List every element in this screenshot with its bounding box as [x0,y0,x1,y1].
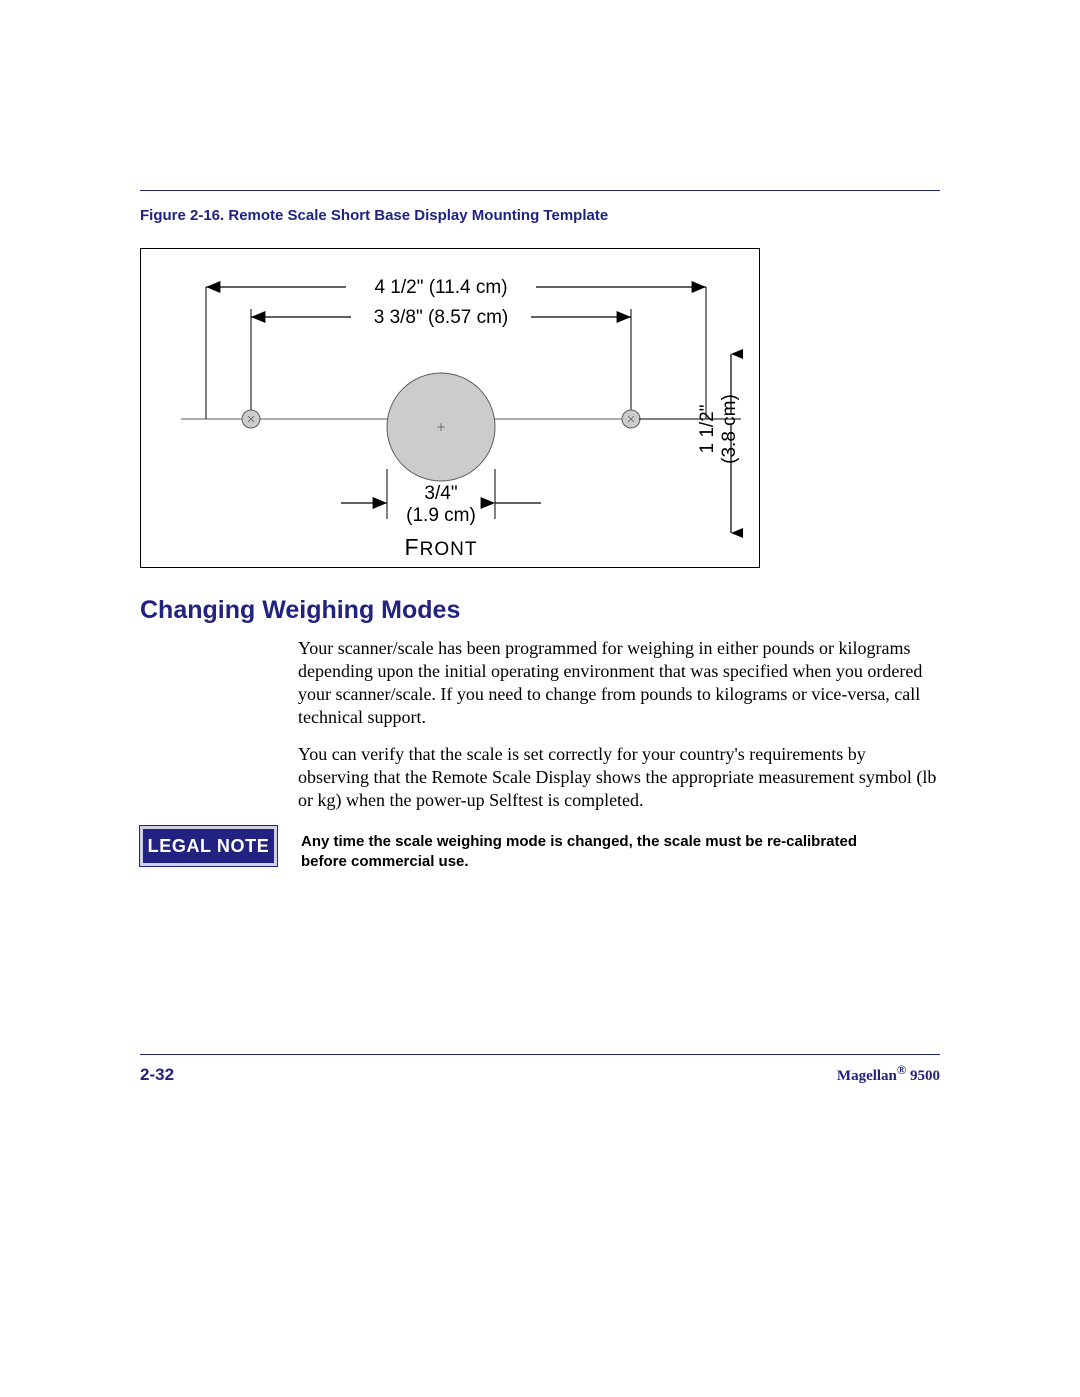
product-name: Magellan [837,1068,897,1084]
dim-outer-width: 4 1/2" (11.4 cm) [374,277,507,298]
legal-note-badge: LEGAL NOTE [140,826,277,866]
dim-inner-width: 3 3/8" (8.57 cm) [374,307,509,328]
dim-center-a: 3/4" [424,483,457,504]
dim-height-a: 1 1/2" [697,404,718,453]
dim-center-b: (1.9 cm) [406,505,476,526]
legal-note-row: LEGAL NOTE Any time the scale weighing m… [140,826,940,873]
paragraph-2: You can verify that the scale is set cor… [298,743,940,812]
product-label: Magellan® 9500 [837,1063,940,1085]
paragraph-1: Your scanner/scale has been programmed f… [298,637,940,729]
section-title: Changing Weighing Modes [140,596,940,625]
product-model: 9500 [910,1068,940,1084]
front-label: FRONT [405,534,478,560]
mounting-template-diagram: 4 1/2" (11.4 cm) 3 3/8" (8.57 cm) [140,248,760,568]
figure-caption: Figure 2-16. Remote Scale Short Base Dis… [140,207,940,224]
page-footer: 2-32 Magellan® 9500 [140,1054,940,1085]
top-rule [140,190,940,191]
legal-note-text: Any time the scale weighing mode is chan… [301,826,901,873]
page-number: 2-32 [140,1065,174,1085]
bottom-rule [140,1054,940,1055]
dim-height-b: (3.8 cm) [719,394,740,464]
